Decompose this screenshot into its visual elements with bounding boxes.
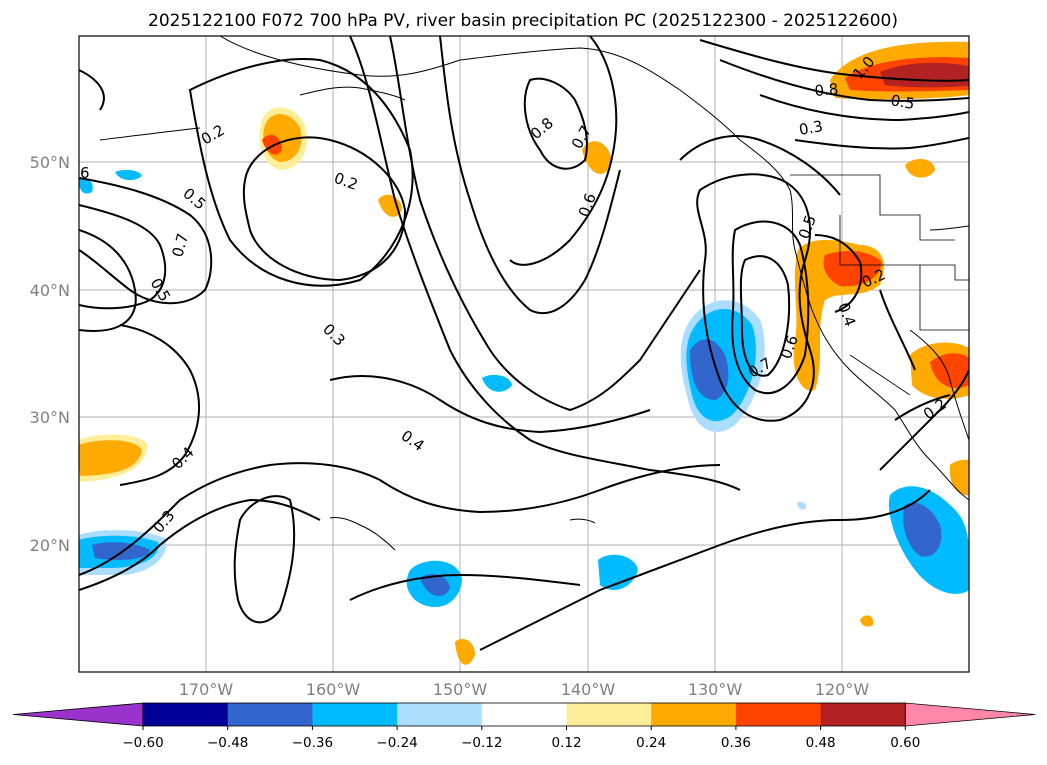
graticule	[79, 36, 969, 672]
colorbar-frame	[142, 702, 906, 727]
lon-tick-label: 120°W	[815, 680, 870, 699]
colorbar-segment	[227, 703, 313, 726]
contour-label: 6	[80, 164, 90, 182]
colorbar-segment	[312, 703, 398, 726]
borders	[790, 174, 969, 396]
lat-tick-label: 40°N	[30, 281, 70, 300]
lon-tick-label: 150°W	[433, 680, 488, 699]
lat-tick-label: 20°N	[30, 536, 70, 555]
colorbar-segment	[397, 703, 483, 726]
colorbar-segment	[820, 703, 906, 726]
colorbar-tick-label: −0.36	[292, 735, 333, 751]
pv-contours	[79, 36, 969, 651]
colorbar-extend-min	[12, 702, 144, 727]
colorbar-tick-label: −0.24	[376, 735, 417, 751]
lat-tick-label: 30°N	[30, 408, 70, 427]
lat-tick-label: 50°N	[30, 153, 70, 172]
colorbar-tick-label: 0.12	[551, 735, 581, 751]
coastlines	[99, 36, 969, 551]
lon-tick-label: 160°W	[306, 680, 361, 699]
colorbar-tick-label: −0.12	[461, 735, 502, 751]
colorbar-tick-label: 0.60	[890, 735, 920, 751]
colorbar-segment	[143, 703, 229, 726]
contour-label: 0.7	[168, 231, 192, 259]
lon-tick-label: 170°W	[179, 680, 234, 699]
colorbar-segment	[481, 703, 567, 726]
contour-label: 0.5	[889, 91, 916, 113]
lat-axis: 50°N 40°N 30°N 20°N	[30, 153, 70, 555]
colorbar-tick-label: 0.24	[636, 735, 666, 751]
colorbar: −0.60 −0.48 −0.36 −0.24 −0.12 0.12 0.24 0.36 0.4…	[12, 702, 1036, 751]
colorbar-tick-label: −0.60	[122, 735, 163, 751]
lon-tick-label: 130°W	[688, 680, 743, 699]
contour-label: 0.8	[814, 80, 839, 100]
lon-tick-label: 140°W	[561, 680, 616, 699]
contour-label: 0.3	[798, 117, 825, 139]
map-panel: 0.2 0.2 0.8 0.7 0.6 0.5 0.7 0.5 0.3 0.4 …	[78, 35, 970, 673]
colorbar-extend-max	[904, 702, 1036, 727]
colorbar-tick-label: 0.36	[721, 735, 751, 751]
map-title: 2025122100 F072 700 hPa PV, river basin …	[148, 11, 898, 31]
colorbar-tick-label: 0.48	[806, 735, 836, 751]
lon-axis: 170°W 160°W 150°W 140°W 130°W 120°W	[179, 680, 870, 699]
colorbar-segment	[735, 703, 822, 726]
map-frame	[78, 35, 970, 673]
colorbar-segment	[651, 703, 737, 726]
colorbar-segment	[566, 703, 652, 726]
colorbar-tick-label: −0.48	[207, 735, 248, 751]
